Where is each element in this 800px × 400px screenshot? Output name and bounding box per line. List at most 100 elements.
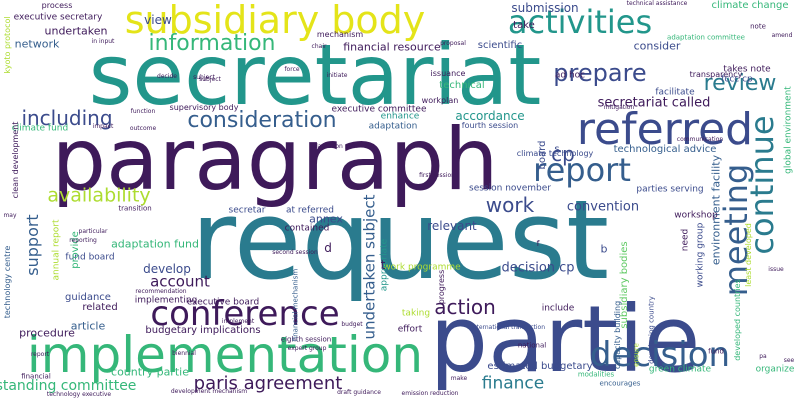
word: executive secretary bbox=[13, 12, 103, 23]
word: secretar bbox=[228, 205, 266, 216]
word: reporting bbox=[69, 237, 97, 244]
word: technology executive bbox=[46, 391, 112, 398]
word: subject bbox=[193, 74, 215, 81]
word: outcome bbox=[129, 125, 157, 132]
word: technical bbox=[439, 80, 485, 91]
word: subject bbox=[199, 76, 221, 83]
word: executive board bbox=[186, 297, 260, 308]
word: d bbox=[324, 241, 332, 255]
word: in input bbox=[91, 38, 115, 45]
word: financial bbox=[21, 372, 51, 381]
word: capacity building bbox=[613, 300, 622, 370]
word: activities bbox=[507, 3, 653, 41]
word: fund bbox=[708, 347, 724, 356]
word: facilitate bbox=[655, 87, 695, 98]
word: clean development bbox=[11, 121, 20, 199]
word: emission reduction bbox=[401, 390, 459, 397]
word: takes note bbox=[723, 64, 771, 75]
word: decision bbox=[589, 335, 731, 375]
word: ensure bbox=[632, 343, 641, 367]
word: undertaken bbox=[44, 24, 108, 38]
word: fourth session bbox=[461, 121, 519, 130]
word: mitigation bbox=[603, 104, 635, 111]
word: consideration bbox=[187, 108, 337, 133]
word: action bbox=[434, 295, 496, 319]
word: transition bbox=[118, 204, 152, 213]
word: adaptation committee bbox=[667, 33, 745, 42]
word: support bbox=[23, 214, 42, 276]
word: submission bbox=[511, 1, 579, 15]
word: national bbox=[517, 341, 547, 350]
word: communication bbox=[676, 136, 724, 143]
word: f bbox=[536, 239, 540, 248]
word: technology centre bbox=[3, 245, 12, 319]
word: develop bbox=[143, 262, 191, 276]
word: parties serving bbox=[636, 184, 704, 195]
word: subsidiary body bbox=[124, 0, 426, 42]
word: include bbox=[541, 303, 575, 314]
word: least developed bbox=[744, 223, 753, 287]
word: paragraph bbox=[51, 110, 499, 210]
word: cp bbox=[551, 142, 575, 166]
word: article bbox=[70, 319, 106, 333]
word: report bbox=[533, 151, 631, 189]
word: t bbox=[380, 258, 386, 272]
word: standing committee bbox=[0, 378, 137, 394]
word: network bbox=[14, 37, 60, 51]
word: decide bbox=[157, 73, 177, 80]
word: first session bbox=[419, 172, 455, 179]
word: transparency bbox=[689, 70, 743, 79]
word: ad hoc bbox=[554, 70, 586, 81]
word: account bbox=[150, 272, 210, 291]
word: workshop bbox=[674, 210, 718, 221]
word: undertaken subject bbox=[360, 194, 379, 340]
word: at referred bbox=[286, 205, 334, 216]
word: including bbox=[21, 106, 113, 130]
word: recommendation bbox=[135, 288, 187, 295]
word: b bbox=[600, 242, 608, 256]
word: annual report bbox=[51, 219, 62, 281]
word: partie bbox=[429, 286, 701, 393]
word: implementing bbox=[134, 295, 198, 306]
word: climate change bbox=[711, 0, 789, 11]
word: guidance bbox=[65, 292, 111, 303]
word: green climate bbox=[648, 364, 712, 375]
word: finance bbox=[481, 373, 545, 394]
word: fccc cp bbox=[721, 74, 753, 85]
word: secretariat bbox=[88, 26, 542, 124]
word: adaptation bbox=[368, 121, 418, 132]
word: request bbox=[190, 176, 610, 304]
word: climate technology bbox=[516, 149, 594, 158]
word: secretariat called bbox=[597, 95, 711, 111]
word: relevant bbox=[427, 219, 477, 233]
word: s bbox=[554, 144, 560, 155]
word: second session bbox=[272, 249, 318, 256]
word: development mechanism bbox=[170, 388, 248, 395]
word: chair bbox=[311, 43, 327, 50]
word: kyoto protocol bbox=[3, 16, 12, 74]
word: need bbox=[680, 228, 691, 252]
word: related bbox=[82, 302, 118, 313]
word: session november bbox=[469, 183, 551, 194]
word: issue bbox=[768, 266, 784, 273]
word: see bbox=[783, 357, 795, 364]
word: view bbox=[144, 13, 172, 27]
word: technological advice bbox=[613, 144, 717, 155]
word: scientific bbox=[477, 40, 523, 51]
word: consider bbox=[633, 39, 681, 53]
word: pa bbox=[759, 353, 767, 360]
word: procedure bbox=[19, 326, 75, 340]
word: initiate bbox=[326, 72, 348, 79]
word: amend bbox=[771, 32, 793, 39]
word: executive committee bbox=[331, 104, 427, 115]
word: developed countries bbox=[733, 279, 742, 361]
word: biennial bbox=[172, 350, 196, 357]
word: global environment bbox=[783, 86, 794, 174]
word: budget bbox=[341, 321, 363, 328]
word: financial resource bbox=[343, 40, 441, 54]
word: contained bbox=[284, 223, 330, 234]
word: organize bbox=[755, 364, 795, 375]
word: decision cp bbox=[501, 260, 575, 276]
word: effort bbox=[397, 324, 423, 335]
